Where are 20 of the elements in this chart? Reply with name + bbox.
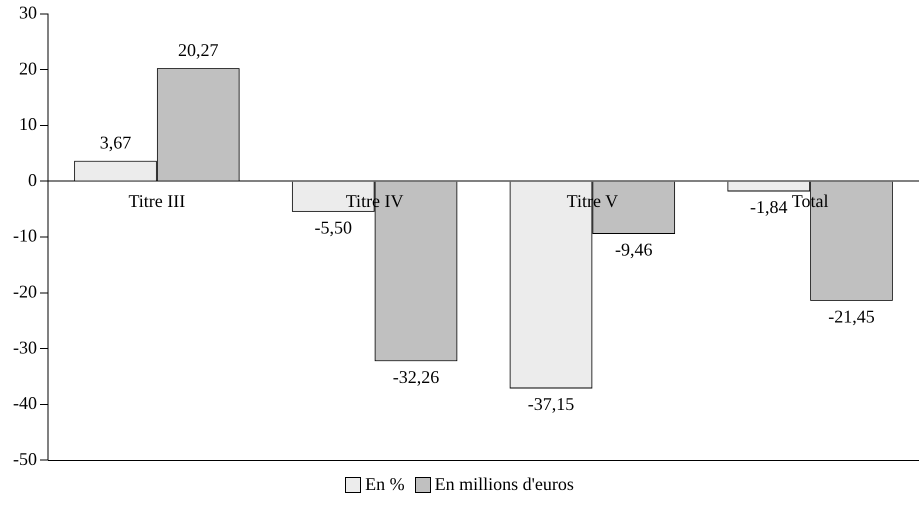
legend-label: En millions d'euros [434, 474, 574, 495]
y-tick-label: -50 [12, 448, 37, 469]
y-tick-label: -40 [12, 393, 37, 414]
data-label: -5,50 [314, 218, 352, 238]
data-label: -32,26 [392, 366, 440, 387]
y-tick-label: -10 [12, 226, 37, 246]
data-label: -21,45 [828, 306, 875, 327]
data-label: 20,27 [178, 40, 218, 60]
y-tick-label: -20 [12, 282, 37, 302]
y-tick-label: 0 [28, 170, 37, 190]
y-tick-label: 10 [18, 114, 37, 134]
y-tick-label: 30 [18, 2, 37, 23]
y-tick-label: -30 [12, 337, 37, 358]
legend-label: En % [365, 474, 405, 495]
data-label: -1,84 [750, 197, 788, 218]
data-label: -9,46 [614, 240, 652, 260]
data-label: -37,15 [528, 394, 574, 414]
x-tick-label: Titre III [128, 190, 186, 211]
data-label: 3,67 [100, 132, 132, 152]
y-tick-label: 20 [18, 58, 37, 78]
